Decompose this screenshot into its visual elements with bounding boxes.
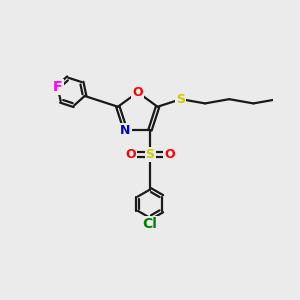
Text: Cl: Cl	[142, 217, 158, 231]
Text: O: O	[132, 86, 143, 99]
Text: O: O	[164, 148, 175, 161]
Text: S: S	[146, 148, 154, 161]
Text: F: F	[53, 80, 62, 94]
Text: S: S	[176, 93, 185, 106]
Text: N: N	[120, 124, 131, 136]
Text: O: O	[125, 148, 136, 161]
